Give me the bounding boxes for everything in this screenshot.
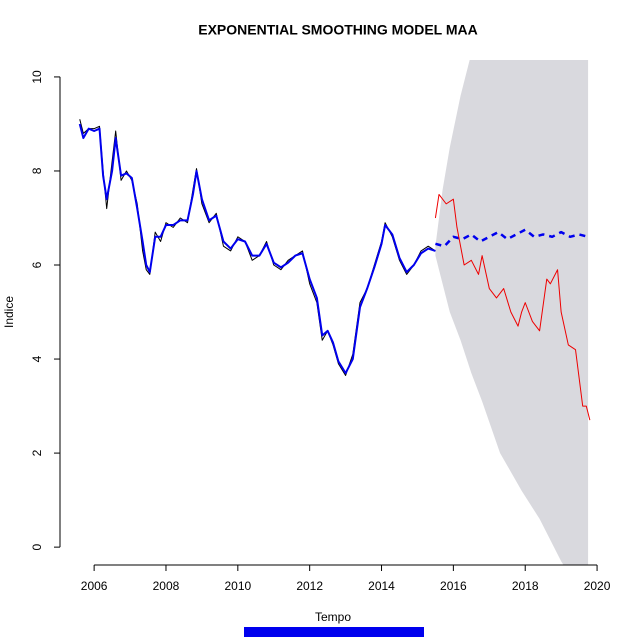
y-axis-label: Indice [2, 296, 16, 328]
scroll-bar [244, 627, 424, 637]
series-line [78, 123, 436, 375]
x-tick-label: 2006 [81, 579, 108, 593]
y-tick-label: 0 [30, 543, 44, 550]
series-line [434, 193, 591, 421]
x-tick-label: 2018 [512, 579, 539, 593]
y-tick-label: 10 [30, 70, 44, 84]
plot-area [78, 60, 591, 565]
y-tick-label: 4 [30, 355, 44, 362]
x-tick-label: 2020 [584, 579, 611, 593]
x-tick-label: 2008 [153, 579, 180, 593]
x-tick-label: 2012 [296, 579, 323, 593]
y-tick-label: 2 [30, 449, 44, 456]
prediction-interval [435, 60, 589, 565]
x-axis-label: Tempo [315, 610, 351, 624]
series-line [79, 119, 436, 377]
series-line [435, 228, 589, 248]
chart-title: EXPONENTIAL SMOOTHING MODEL MAA [198, 22, 478, 38]
y-tick-label: 6 [30, 261, 44, 268]
x-tick-label: 2016 [440, 579, 467, 593]
x-tick-label: 2010 [224, 579, 251, 593]
y-tick-label: 8 [30, 167, 44, 174]
x-tick-label: 2014 [368, 579, 395, 593]
